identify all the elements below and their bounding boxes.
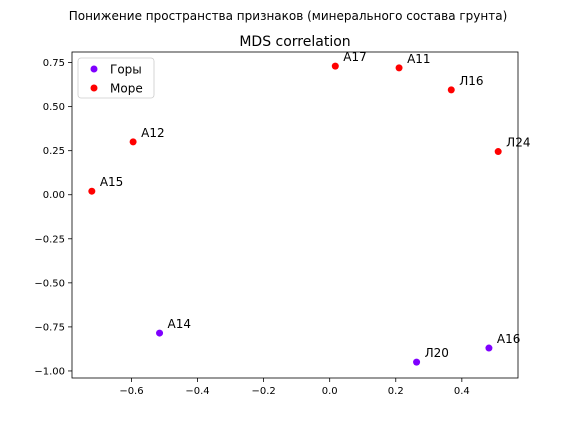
y-tick-label: −0.50: [34, 278, 65, 289]
point-label: А12: [141, 126, 164, 140]
data-points: А14 Л20 А16 А17 А11 Л16 Л24 А12 А15: [88, 50, 530, 366]
plot-area: [71, 51, 519, 379]
scatter-point: [129, 138, 137, 146]
y-tick-label: 0.75: [43, 58, 65, 69]
x-axis: −0.6 −0.4 −0.2 0.0 0.2 0.4: [119, 378, 470, 397]
scatter-point: [413, 358, 421, 366]
point-label: А14: [168, 317, 191, 331]
figure-suptitle: Понижение пространства признаков (минера…: [69, 9, 508, 23]
y-tick-label: −0.75: [34, 322, 65, 333]
scatter-point: [447, 86, 455, 94]
x-tick-label: −0.2: [251, 386, 275, 397]
point-label: Л20: [425, 346, 449, 360]
scatter-point: [331, 62, 339, 70]
legend-label: Море: [110, 82, 143, 96]
x-tick-label: 0.4: [454, 386, 470, 397]
legend: Горы Море: [77, 57, 155, 99]
point-label: А15: [100, 175, 123, 189]
point-label: А17: [343, 50, 366, 64]
scatter-point: [156, 329, 164, 337]
chart-title: MDS correlation: [239, 34, 350, 50]
legend-marker: [90, 84, 98, 92]
y-tick-label: 0.00: [43, 190, 65, 201]
point-label: А16: [497, 332, 520, 346]
scatter-point: [88, 187, 96, 195]
legend-label: Горы: [110, 63, 142, 77]
point-label: А11: [407, 52, 430, 66]
x-tick-label: 0.2: [388, 386, 404, 397]
scatter-point: [494, 148, 502, 156]
x-tick-label: 0.0: [322, 386, 338, 397]
point-label: Л24: [506, 136, 530, 150]
scatter-point: [485, 344, 493, 352]
y-tick-label: 0.25: [43, 146, 65, 157]
y-tick-label: 0.50: [43, 102, 65, 113]
legend-marker: [90, 65, 98, 73]
scatter-point: [395, 64, 403, 72]
x-tick-label: −0.4: [185, 386, 209, 397]
x-tick-label: −0.6: [119, 386, 143, 397]
y-tick-label: −0.25: [34, 234, 65, 245]
point-label: Л16: [459, 74, 483, 88]
y-axis: −1.00 −0.75 −0.50 −0.25 0.00 0.25 0.50 0.75: [34, 58, 72, 377]
y-tick-label: −1.00: [34, 366, 65, 377]
